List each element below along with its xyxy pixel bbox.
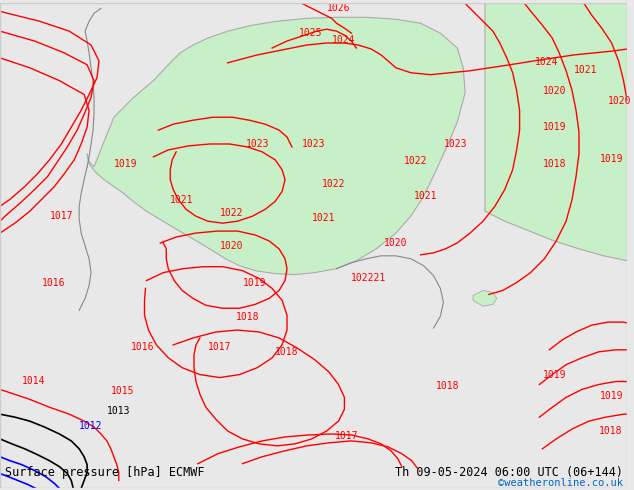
Polygon shape: [473, 291, 497, 306]
Text: 1019: 1019: [600, 154, 623, 164]
Text: Th 09-05-2024 06:00 UTC (06+144): Th 09-05-2024 06:00 UTC (06+144): [394, 466, 623, 479]
Text: 1024: 1024: [332, 35, 355, 45]
Text: 1023: 1023: [443, 139, 467, 149]
Text: 1017: 1017: [208, 342, 231, 352]
Text: 1019: 1019: [542, 369, 566, 380]
Text: 1018: 1018: [542, 159, 566, 169]
Text: 1018: 1018: [236, 312, 259, 322]
Text: 1020: 1020: [384, 238, 408, 248]
Text: 1018: 1018: [275, 347, 299, 357]
Text: 1021: 1021: [312, 213, 335, 223]
Text: ©weatheronline.co.uk: ©weatheronline.co.uk: [498, 478, 623, 489]
Text: 1020: 1020: [220, 241, 243, 251]
Text: 1016: 1016: [42, 277, 65, 288]
Text: 1019: 1019: [542, 122, 566, 132]
Text: 1023: 1023: [245, 139, 269, 149]
Polygon shape: [485, 3, 628, 261]
Text: 1022: 1022: [321, 178, 345, 189]
Text: 1017: 1017: [335, 431, 358, 441]
Text: 1024: 1024: [534, 57, 558, 67]
Text: 102221: 102221: [351, 272, 387, 283]
Text: 1019: 1019: [242, 277, 266, 288]
Text: 1020: 1020: [542, 87, 566, 97]
Text: 1022: 1022: [220, 208, 243, 218]
Text: 1018: 1018: [598, 426, 623, 436]
Text: Surface pressure [hPa] ECMWF: Surface pressure [hPa] ECMWF: [5, 466, 204, 479]
Text: 1020: 1020: [608, 97, 631, 106]
Text: 1018: 1018: [436, 381, 459, 392]
Text: 1022: 1022: [404, 156, 427, 166]
Text: 1023: 1023: [302, 139, 325, 149]
Text: 1012: 1012: [79, 421, 103, 431]
Text: 1013: 1013: [107, 406, 131, 416]
Text: 1014: 1014: [22, 376, 45, 387]
Text: 1021: 1021: [414, 192, 437, 201]
Text: 1019: 1019: [114, 159, 138, 169]
Text: 1025: 1025: [299, 28, 323, 38]
Text: 1021: 1021: [574, 65, 597, 74]
Text: 1016: 1016: [131, 342, 154, 352]
Polygon shape: [87, 17, 465, 274]
Text: 1017: 1017: [49, 211, 73, 221]
Text: 1019: 1019: [600, 392, 623, 401]
Text: 1015: 1015: [111, 387, 134, 396]
Text: 1026: 1026: [327, 3, 350, 13]
Text: 1021: 1021: [171, 196, 194, 205]
